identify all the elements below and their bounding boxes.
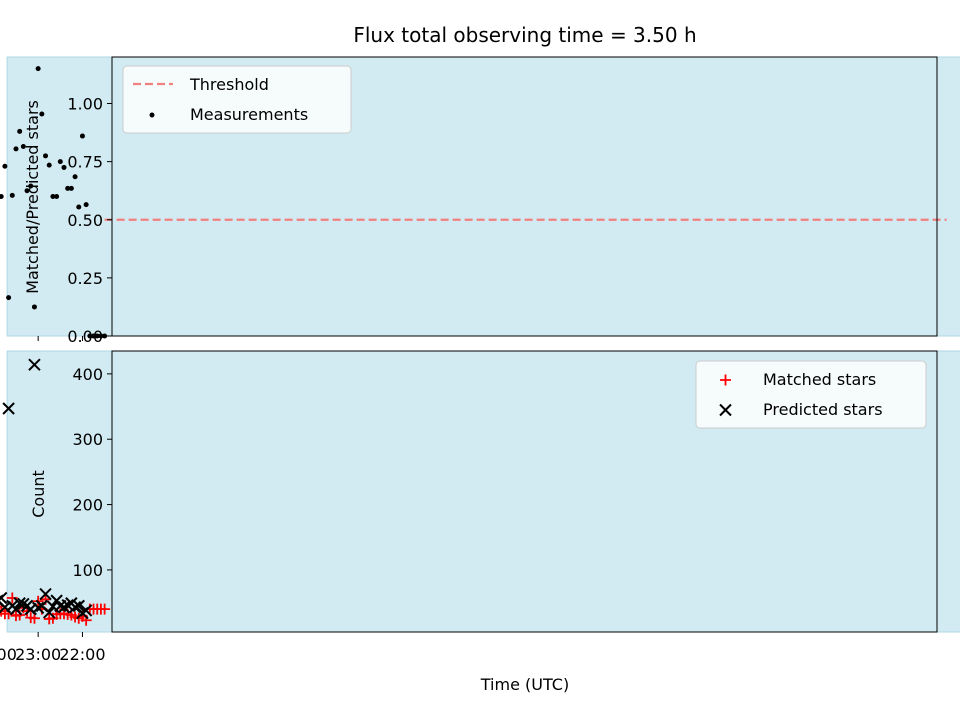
top-legend: Threshold Measurements bbox=[123, 66, 351, 133]
legend-measurements-swatch bbox=[150, 113, 155, 118]
legend-measurements-label: Measurements bbox=[190, 105, 308, 124]
y-tick-label: 100 bbox=[72, 561, 103, 580]
measurement-point bbox=[17, 129, 22, 134]
top-panel: 0.00 0.25 0.50 0.75 1.00 Matched/Predicted s… bbox=[0, 57, 960, 346]
y-tick-label: 400 bbox=[72, 365, 103, 384]
y-tick-label: 0.00 bbox=[67, 327, 103, 346]
measurement-point bbox=[73, 174, 78, 179]
y-tick-label: 300 bbox=[72, 430, 103, 449]
measurement-point bbox=[36, 66, 41, 71]
y-tick-label: 0.75 bbox=[67, 153, 103, 172]
measurement-point bbox=[2, 164, 7, 169]
top-y-axis-label: Matched/Predicted stars bbox=[23, 100, 42, 294]
x-axis-label: Time (UTC) bbox=[480, 675, 569, 694]
x-tick-label: 00:00 bbox=[0, 645, 17, 664]
measurement-point bbox=[0, 194, 4, 199]
y-tick-label: 200 bbox=[72, 496, 103, 515]
x-tick-label: 23:00 bbox=[15, 645, 61, 664]
legend-predicted-label: Predicted stars bbox=[763, 400, 883, 419]
x-tick-label: 22:00 bbox=[59, 645, 105, 664]
measurement-point bbox=[13, 146, 18, 151]
measurement-point bbox=[84, 202, 89, 207]
measurement-point bbox=[61, 165, 66, 170]
legend-matched-label: Matched stars bbox=[763, 370, 876, 389]
measurement-point bbox=[43, 153, 48, 158]
measurement-point bbox=[50, 194, 55, 199]
measurement-point bbox=[32, 304, 37, 309]
bottom-legend: Matched stars Predicted stars bbox=[696, 361, 926, 428]
measurement-point bbox=[58, 159, 63, 164]
y-tick-label: 0.50 bbox=[67, 211, 103, 230]
chart-title: Flux total observing time = 3.50 h bbox=[353, 23, 696, 47]
measurement-point bbox=[10, 193, 15, 198]
bottom-y-axis-label: Count bbox=[29, 470, 48, 518]
y-tick-label: 0.25 bbox=[67, 269, 103, 288]
legend-threshold-label: Threshold bbox=[189, 75, 269, 94]
measurement-point bbox=[76, 204, 81, 209]
measurement-point bbox=[47, 163, 52, 168]
measurement-point bbox=[65, 186, 70, 191]
measurement-point bbox=[6, 295, 11, 300]
y-tick-label: 1.00 bbox=[67, 95, 103, 114]
measurement-point bbox=[80, 134, 85, 139]
